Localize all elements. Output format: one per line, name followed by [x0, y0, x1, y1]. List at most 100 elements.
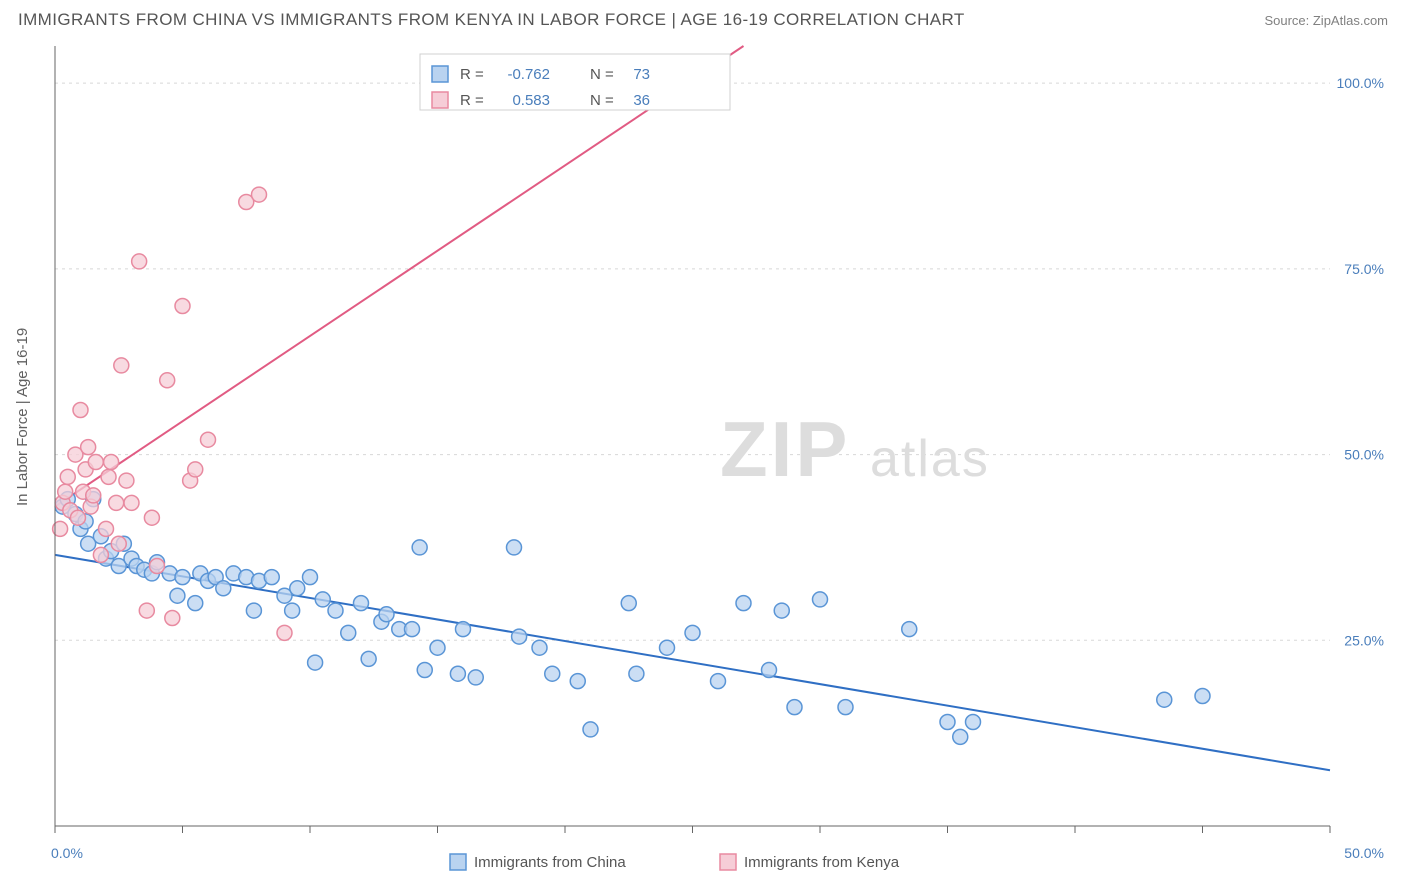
legend-n-value: 73 [633, 66, 650, 83]
legend-r-value: -0.762 [507, 66, 550, 83]
data-point [953, 729, 968, 744]
data-point [160, 373, 175, 388]
data-point [124, 495, 139, 510]
data-point [277, 625, 292, 640]
data-point [532, 640, 547, 655]
chart-title: IMMIGRANTS FROM CHINA VS IMMIGRANTS FROM… [18, 10, 965, 30]
legend-n-label: N = [590, 66, 614, 83]
y-axis-label: In Labor Force | Age 16-19 [14, 328, 31, 506]
y-tick-label: 100.0% [1337, 75, 1384, 91]
legend-label: Immigrants from Kenya [744, 854, 900, 871]
header: IMMIGRANTS FROM CHINA VS IMMIGRANTS FROM… [0, 0, 1406, 36]
data-point [104, 455, 119, 470]
data-point [621, 596, 636, 611]
data-point [119, 473, 134, 488]
legend-r-label: R = [460, 92, 484, 109]
data-point [966, 715, 981, 730]
data-point [170, 588, 185, 603]
data-point [1157, 692, 1172, 707]
data-point [405, 622, 420, 637]
data-point [264, 570, 279, 585]
data-point [711, 674, 726, 689]
data-point [188, 462, 203, 477]
data-point [175, 299, 190, 314]
data-point [762, 663, 777, 678]
scatter-chart: 25.0% 50.0% 75.0% 100.0% ZIP atlas 0.0% 50.0% In… [0, 36, 1406, 882]
data-point [70, 510, 85, 525]
data-point [774, 603, 789, 618]
data-point [252, 187, 267, 202]
data-point [583, 722, 598, 737]
data-point [303, 570, 318, 585]
data-point [1195, 689, 1210, 704]
legend-r-label: R = [460, 66, 484, 83]
legend-r-value: 0.583 [512, 92, 550, 109]
data-point [813, 592, 828, 607]
data-point [507, 540, 522, 555]
data-point [354, 596, 369, 611]
data-point [308, 655, 323, 670]
legend-swatch [432, 66, 448, 82]
data-point [787, 700, 802, 715]
data-point [93, 547, 108, 562]
data-point [188, 596, 203, 611]
legend-n-value: 36 [633, 92, 650, 109]
data-point [58, 484, 73, 499]
data-point [73, 403, 88, 418]
data-point [660, 640, 675, 655]
data-point [285, 603, 300, 618]
data-point [379, 607, 394, 622]
legend-n-label: N = [590, 92, 614, 109]
data-point [201, 432, 216, 447]
watermark: ZIP [720, 405, 850, 493]
data-point [341, 625, 356, 640]
legend-swatch [720, 854, 736, 870]
data-point [315, 592, 330, 607]
data-point [132, 254, 147, 269]
data-point [430, 640, 445, 655]
legend-swatch [432, 92, 448, 108]
data-point [328, 603, 343, 618]
data-point [139, 603, 154, 618]
data-point [456, 622, 471, 637]
watermark: atlas [870, 430, 990, 488]
data-point [111, 536, 126, 551]
data-point [570, 674, 585, 689]
y-tick-label: 25.0% [1344, 632, 1384, 648]
data-point [81, 440, 96, 455]
data-point [736, 596, 751, 611]
data-point [902, 622, 917, 637]
data-point [685, 625, 700, 640]
data-point [512, 629, 527, 644]
data-point [450, 666, 465, 681]
data-point [114, 358, 129, 373]
data-point [109, 495, 124, 510]
data-point [150, 559, 165, 574]
x-tick-label: 0.0% [51, 845, 83, 861]
data-point [246, 603, 261, 618]
legend-swatch [450, 854, 466, 870]
data-point [545, 666, 560, 681]
data-point [216, 581, 231, 596]
data-point [290, 581, 305, 596]
data-point [412, 540, 427, 555]
chart-container: 25.0% 50.0% 75.0% 100.0% ZIP atlas 0.0% 50.0% In… [0, 36, 1406, 882]
data-point [838, 700, 853, 715]
data-point [629, 666, 644, 681]
data-point [361, 651, 376, 666]
data-point [417, 663, 432, 678]
y-tick-label: 75.0% [1344, 261, 1384, 277]
data-point [175, 570, 190, 585]
data-point [940, 715, 955, 730]
y-tick-label: 50.0% [1344, 447, 1384, 463]
data-point [165, 611, 180, 626]
data-point [144, 510, 159, 525]
data-point [60, 469, 75, 484]
source-label: Source: ZipAtlas.com [1264, 13, 1388, 28]
data-point [88, 455, 103, 470]
legend-label: Immigrants from China [474, 854, 626, 871]
x-tick-label: 50.0% [1344, 845, 1384, 861]
data-point [468, 670, 483, 685]
data-point [99, 521, 114, 536]
data-point [101, 469, 116, 484]
